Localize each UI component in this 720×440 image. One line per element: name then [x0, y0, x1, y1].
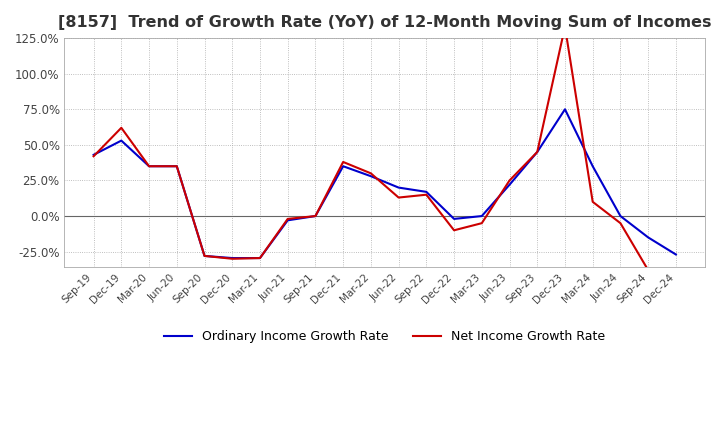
Ordinary Income Growth Rate: [228, 255, 237, 260]
Net Income Growth Rate: [395, 195, 403, 200]
Net Income Growth Rate: [256, 255, 264, 260]
Net Income Growth Rate: [533, 149, 541, 154]
Ordinary Income Growth Rate: [311, 213, 320, 219]
Ordinary Income Growth Rate: [477, 213, 486, 219]
Ordinary Income Growth Rate: [616, 213, 625, 219]
Ordinary Income Growth Rate: [89, 152, 98, 158]
Ordinary Income Growth Rate: [366, 173, 375, 179]
Net Income Growth Rate: [422, 192, 431, 198]
Net Income Growth Rate: [89, 154, 98, 159]
Net Income Growth Rate: [339, 159, 348, 165]
Net Income Growth Rate: [672, 270, 680, 275]
Ordinary Income Growth Rate: [339, 164, 348, 169]
Net Income Growth Rate: [117, 125, 126, 130]
Ordinary Income Growth Rate: [505, 182, 514, 187]
Ordinary Income Growth Rate: [173, 164, 181, 169]
Net Income Growth Rate: [588, 199, 597, 205]
Net Income Growth Rate: [450, 227, 459, 233]
Net Income Growth Rate: [311, 213, 320, 219]
Line: Ordinary Income Growth Rate: Ordinary Income Growth Rate: [94, 109, 676, 258]
Ordinary Income Growth Rate: [533, 149, 541, 154]
Ordinary Income Growth Rate: [145, 164, 153, 169]
Ordinary Income Growth Rate: [200, 253, 209, 259]
Ordinary Income Growth Rate: [644, 235, 652, 240]
Net Income Growth Rate: [200, 253, 209, 259]
Net Income Growth Rate: [505, 178, 514, 183]
Net Income Growth Rate: [477, 220, 486, 226]
Net Income Growth Rate: [561, 24, 570, 29]
Ordinary Income Growth Rate: [256, 255, 264, 260]
Ordinary Income Growth Rate: [450, 216, 459, 222]
Title: [8157]  Trend of Growth Rate (YoY) of 12-Month Moving Sum of Incomes: [8157] Trend of Growth Rate (YoY) of 12-…: [58, 15, 711, 30]
Net Income Growth Rate: [228, 256, 237, 261]
Ordinary Income Growth Rate: [284, 218, 292, 223]
Ordinary Income Growth Rate: [395, 185, 403, 190]
Legend: Ordinary Income Growth Rate, Net Income Growth Rate: Ordinary Income Growth Rate, Net Income …: [159, 325, 610, 348]
Net Income Growth Rate: [644, 268, 652, 273]
Net Income Growth Rate: [173, 164, 181, 169]
Ordinary Income Growth Rate: [561, 106, 570, 112]
Ordinary Income Growth Rate: [422, 189, 431, 194]
Net Income Growth Rate: [616, 220, 625, 226]
Net Income Growth Rate: [145, 164, 153, 169]
Net Income Growth Rate: [284, 216, 292, 222]
Line: Net Income Growth Rate: Net Income Growth Rate: [94, 27, 676, 273]
Ordinary Income Growth Rate: [588, 164, 597, 169]
Net Income Growth Rate: [366, 171, 375, 176]
Ordinary Income Growth Rate: [117, 138, 126, 143]
Ordinary Income Growth Rate: [672, 252, 680, 257]
